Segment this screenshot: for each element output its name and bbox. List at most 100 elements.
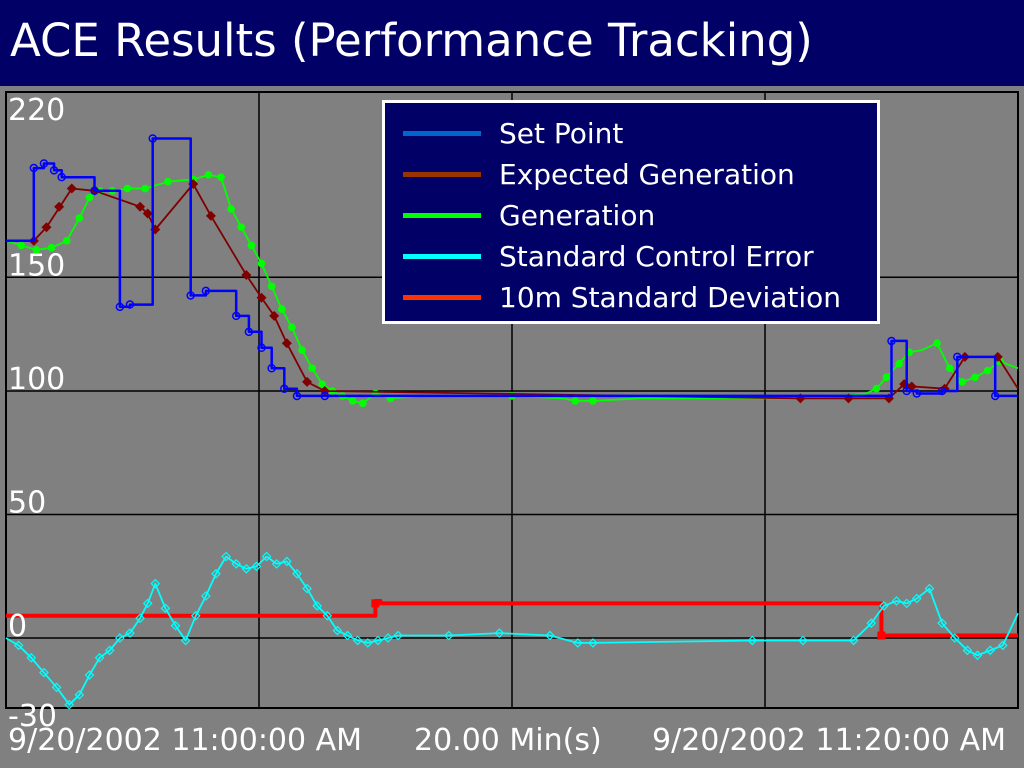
data-point-generation: [85, 193, 94, 202]
data-point-set-point: [115, 302, 125, 312]
data-point-standard-control-error: [211, 568, 221, 579]
data-point-generation: [895, 359, 903, 368]
data-point-generation: [75, 214, 84, 222]
data-point-set-point: [320, 391, 330, 401]
data-point-generation: [204, 171, 213, 179]
data-point-standard-control-error: [494, 628, 505, 638]
data-point-standard-control-error: [588, 638, 598, 648]
data-point-expected-generation: [66, 183, 77, 194]
data-point-expected-generation: [241, 269, 252, 280]
data-point-set-point: [887, 336, 896, 346]
data-point-generation: [298, 346, 306, 354]
legend-label-generation: Generation: [499, 199, 656, 232]
data-point-expected-generation: [205, 210, 216, 221]
data-point-standard-control-error: [281, 556, 292, 567]
data-point-expected-generation: [142, 208, 153, 219]
legend-label-standard-control-error: Standard Control Error: [499, 240, 814, 273]
data-point-standard-control-error: [545, 630, 555, 641]
data-point-standard-control-error: [39, 667, 49, 678]
legend-label-set-point: Set Point: [499, 117, 624, 150]
data-point-standard-control-error: [271, 559, 282, 569]
data-point-standard-control-error: [241, 563, 252, 574]
y-tick-label: 220: [8, 93, 65, 128]
data-point-generation: [32, 246, 41, 254]
data-point-standard-control-error: [64, 699, 75, 710]
data-point-generation: [217, 173, 225, 181]
y-axis-ticks: 220 150 100 50 0 -30: [8, 93, 65, 734]
slide-title: ACE Results (Performance Tracking): [10, 14, 813, 67]
series-line-set-point: [6, 137, 1018, 398]
footer-duration: 20.00 Min(s): [414, 723, 602, 758]
data-point-standard-control-error: [322, 610, 333, 621]
legend-label-expected-generation: Expected Generation: [499, 158, 795, 191]
series-10m-standard-deviation: [6, 599, 1018, 640]
data-point-standard-control-error: [302, 583, 312, 594]
data-point-set-point: [186, 291, 195, 300]
data-point-standard-control-error: [985, 645, 996, 656]
legend-item-expected-generation: Expected Generation: [403, 154, 877, 195]
data-point-standard-control-error: [51, 682, 62, 693]
data-point-standard-control-error: [572, 638, 583, 648]
data-point-generation: [318, 380, 327, 388]
data-point-generation: [47, 243, 56, 252]
data-point-set-point: [937, 386, 947, 396]
data-point-standard-control-error: [911, 593, 922, 604]
data-point-set-point: [990, 391, 1000, 401]
y-tick-label: 50: [8, 486, 46, 521]
data-point-standard-control-error: [383, 633, 393, 643]
data-point-set-point: [201, 286, 211, 296]
data-point-standard-control-error: [84, 670, 95, 680]
data-point-standard-control-error: [142, 598, 153, 609]
data-point-standard-control-error: [125, 628, 135, 638]
y-tick-label: 150: [8, 248, 65, 283]
data-point-standard-control-error: [231, 559, 242, 569]
data-point-generation: [882, 373, 891, 382]
data-point-generation: [872, 384, 881, 393]
data-point-standard-control-error: [150, 578, 161, 589]
data-point-set-point: [912, 389, 922, 398]
data-point-standard-control-error: [190, 610, 201, 621]
data-point-set-point: [244, 327, 254, 337]
data-point-standard-control-error: [104, 645, 115, 656]
legend-item-10m-standard-deviation: 10m Standard Deviation: [403, 277, 877, 318]
series-standard-control-error: [5, 551, 1019, 710]
data-point-standard-control-error: [373, 635, 383, 646]
data-point-expected-generation: [269, 310, 280, 321]
data-point-generation: [589, 397, 597, 405]
data-point-generation: [141, 184, 149, 193]
data-point-set-point: [292, 391, 302, 401]
data-point-standard-control-error: [221, 551, 231, 562]
series-set-point: [6, 134, 1018, 401]
data-point-generation: [17, 241, 25, 250]
data-point-set-point: [90, 186, 99, 196]
data-point-standard-control-error: [848, 635, 859, 646]
chart-legend: Set Point Expected Generation Generation…: [382, 100, 880, 324]
data-point-standard-control-error: [312, 601, 323, 611]
data-point-generation: [62, 237, 71, 245]
data-point-set-point: [57, 172, 66, 182]
data-point-standard-control-error: [962, 645, 973, 656]
data-point-standard-control-error: [972, 650, 983, 661]
series-line-10m-standard-deviation: [6, 599, 1018, 638]
data-point-standard-control-error: [924, 583, 935, 594]
data-point-expected-generation: [135, 201, 146, 212]
data-point-generation: [227, 205, 235, 213]
data-point-set-point: [29, 163, 39, 173]
data-point-generation: [123, 184, 132, 193]
data-point-standard-control-error: [393, 630, 403, 641]
data-point-standard-control-error: [747, 635, 758, 646]
data-point-standard-control-error: [901, 598, 912, 609]
data-point-standard-control-error: [937, 618, 947, 629]
data-point-standard-control-error: [26, 652, 37, 663]
data-point-generation: [358, 399, 367, 408]
data-point-standard-control-error: [13, 640, 24, 651]
data-point-standard-control-error: [292, 568, 302, 579]
data-point-generation: [571, 397, 580, 405]
legend-swatch-standard-control-error: [403, 254, 481, 259]
data-point-standard-control-error: [342, 630, 353, 641]
data-point-generation: [971, 373, 979, 382]
legend-swatch-expected-generation: [403, 172, 481, 177]
data-point-standard-control-error: [160, 603, 171, 614]
legend-swatch-generation: [403, 213, 481, 218]
data-point-set-point: [125, 300, 135, 309]
